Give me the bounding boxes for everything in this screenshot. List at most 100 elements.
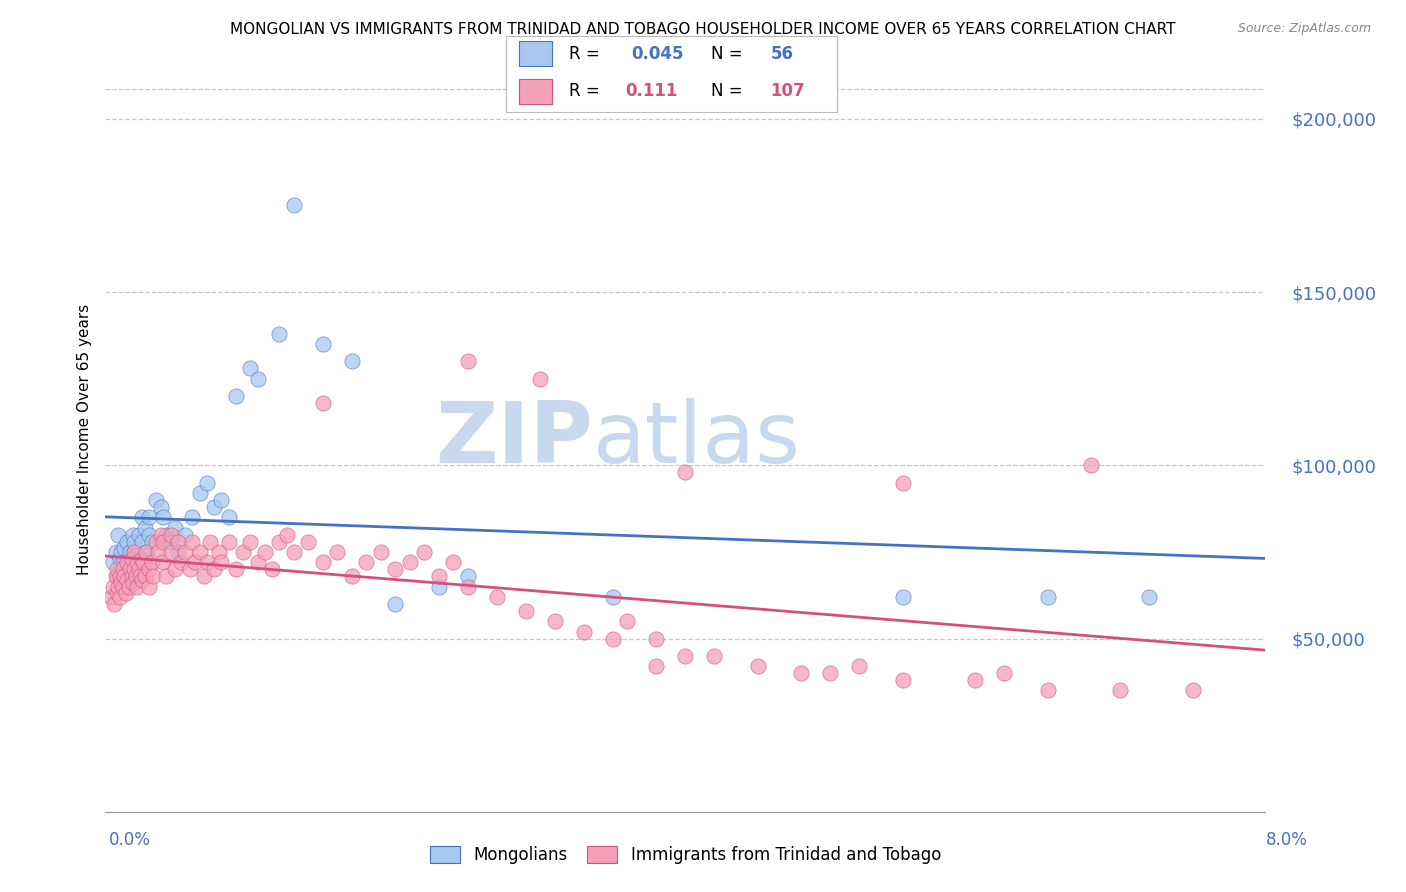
Point — [572, 624, 595, 639]
Point — [1181, 683, 1204, 698]
Text: N =: N = — [711, 45, 748, 62]
Point — [107, 527, 129, 541]
Point — [127, 580, 149, 594]
Point — [124, 534, 146, 549]
Point — [993, 666, 1015, 681]
Legend: Mongolians, Immigrants from Trinidad and Tobago: Mongolians, Immigrants from Trinidad and… — [423, 838, 948, 871]
Point — [122, 527, 145, 541]
Text: 0.111: 0.111 — [626, 82, 678, 100]
Point — [114, 580, 136, 594]
Point — [110, 576, 132, 591]
Point — [149, 527, 172, 541]
Point — [232, 545, 254, 559]
Point — [312, 555, 335, 569]
Point — [211, 492, 233, 507]
Point — [239, 361, 262, 376]
Point — [384, 562, 406, 576]
Point — [145, 492, 167, 507]
Point — [104, 545, 127, 559]
Point — [104, 569, 127, 583]
Text: R =: R = — [569, 82, 605, 100]
Point — [1139, 590, 1161, 604]
Point — [174, 527, 197, 541]
Point — [131, 573, 153, 587]
Point — [111, 580, 134, 594]
Point — [125, 569, 148, 583]
FancyBboxPatch shape — [519, 41, 553, 66]
Point — [891, 590, 914, 604]
Point — [218, 510, 240, 524]
Point — [675, 648, 697, 663]
Point — [167, 534, 190, 549]
Point — [127, 549, 149, 563]
Point — [118, 551, 141, 566]
Point — [262, 562, 284, 576]
Point — [111, 562, 134, 576]
Point — [111, 569, 134, 583]
Point — [138, 510, 160, 524]
Point — [115, 562, 138, 576]
Point — [441, 555, 464, 569]
Point — [131, 551, 153, 566]
Point — [118, 580, 141, 594]
Point — [181, 510, 204, 524]
Point — [115, 534, 138, 549]
Point — [457, 354, 479, 368]
Point — [155, 527, 177, 541]
Point — [427, 569, 450, 583]
Point — [131, 534, 153, 549]
Text: 56: 56 — [770, 45, 793, 62]
Point — [120, 562, 142, 576]
Text: 0.045: 0.045 — [631, 45, 685, 62]
Point — [269, 326, 291, 341]
Point — [239, 534, 262, 549]
Point — [283, 198, 305, 212]
Point — [891, 673, 914, 687]
Text: 107: 107 — [770, 82, 806, 100]
Point — [283, 545, 305, 559]
Point — [159, 534, 181, 549]
Point — [141, 534, 163, 549]
Point — [675, 465, 697, 479]
Point — [457, 569, 479, 583]
Point — [121, 551, 143, 566]
Point — [129, 569, 152, 583]
Point — [103, 597, 125, 611]
Point — [529, 372, 551, 386]
Point — [105, 562, 128, 576]
Point — [121, 569, 143, 583]
Point — [602, 590, 624, 604]
Point — [370, 545, 392, 559]
Point — [159, 527, 181, 541]
Point — [159, 545, 181, 559]
Point — [170, 555, 193, 569]
Point — [891, 475, 914, 490]
Point — [211, 555, 233, 569]
Point — [124, 562, 146, 576]
Point — [427, 580, 450, 594]
Point — [128, 527, 150, 541]
Point — [138, 527, 160, 541]
Point — [326, 545, 349, 559]
Point — [747, 659, 769, 673]
Point — [134, 569, 156, 583]
Y-axis label: Householder Income Over 65 years: Householder Income Over 65 years — [76, 303, 91, 575]
Point — [128, 562, 150, 576]
Point — [218, 534, 240, 549]
Point — [195, 475, 218, 490]
Point — [138, 562, 160, 576]
Point — [246, 372, 269, 386]
Point — [146, 545, 169, 559]
Point — [149, 500, 172, 514]
Point — [108, 569, 131, 583]
Point — [152, 555, 174, 569]
Point — [115, 573, 138, 587]
Point — [616, 614, 638, 628]
Point — [163, 521, 186, 535]
Point — [120, 545, 142, 559]
Point — [195, 555, 218, 569]
Point — [114, 586, 136, 600]
Point — [703, 648, 725, 663]
Point — [167, 545, 190, 559]
Point — [135, 545, 157, 559]
